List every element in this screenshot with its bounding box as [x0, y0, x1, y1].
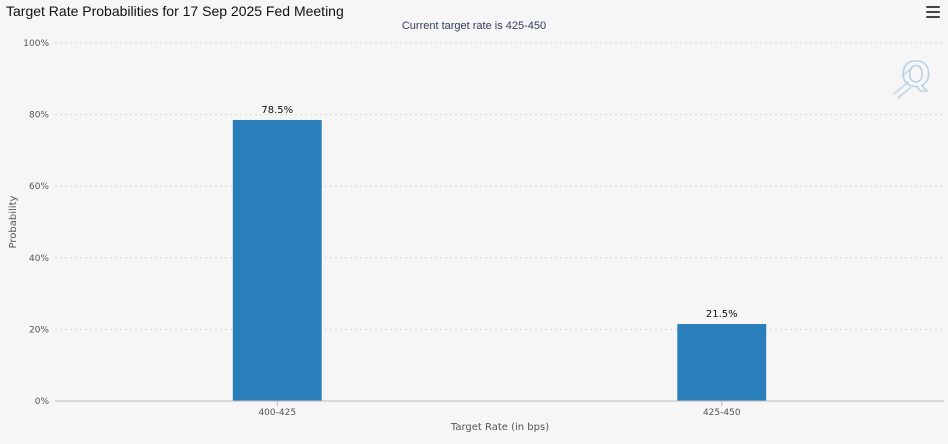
y-tick-label: 60%: [29, 182, 49, 192]
gridlines: [55, 42, 944, 330]
y-tick-label: 20%: [29, 325, 49, 335]
y-tick-label: 100%: [23, 39, 49, 49]
hamburger-menu-icon[interactable]: [926, 6, 940, 18]
data-label: 21.5%: [706, 309, 738, 320]
y-axis-title: Probability: [8, 195, 19, 248]
x-tick-label: 400-425: [258, 408, 296, 418]
y-tick-label: 80%: [29, 111, 49, 121]
chart-subtitle: Current target rate is 425-450: [401, 20, 547, 32]
data-label: 78.5%: [261, 105, 293, 116]
q-logo-icon: Q: [893, 54, 931, 99]
bar-400-425[interactable]: [232, 119, 322, 401]
x-tick-label: 425-450: [703, 408, 741, 418]
axes: 0% 20% 40% 60% 80% 100% 400-425 425-450: [23, 39, 944, 418]
page-title: Target Rate Probabilities for 17 Sep 202…: [6, 3, 344, 19]
y-tick-label: 40%: [29, 254, 49, 264]
bars: 78.5% 21.5%: [232, 105, 767, 401]
x-axis-title: Target Rate (in bps): [450, 422, 549, 433]
bar-425-450[interactable]: [677, 324, 767, 401]
svg-text:Q: Q: [902, 55, 931, 95]
y-tick-label: 0%: [35, 397, 50, 407]
